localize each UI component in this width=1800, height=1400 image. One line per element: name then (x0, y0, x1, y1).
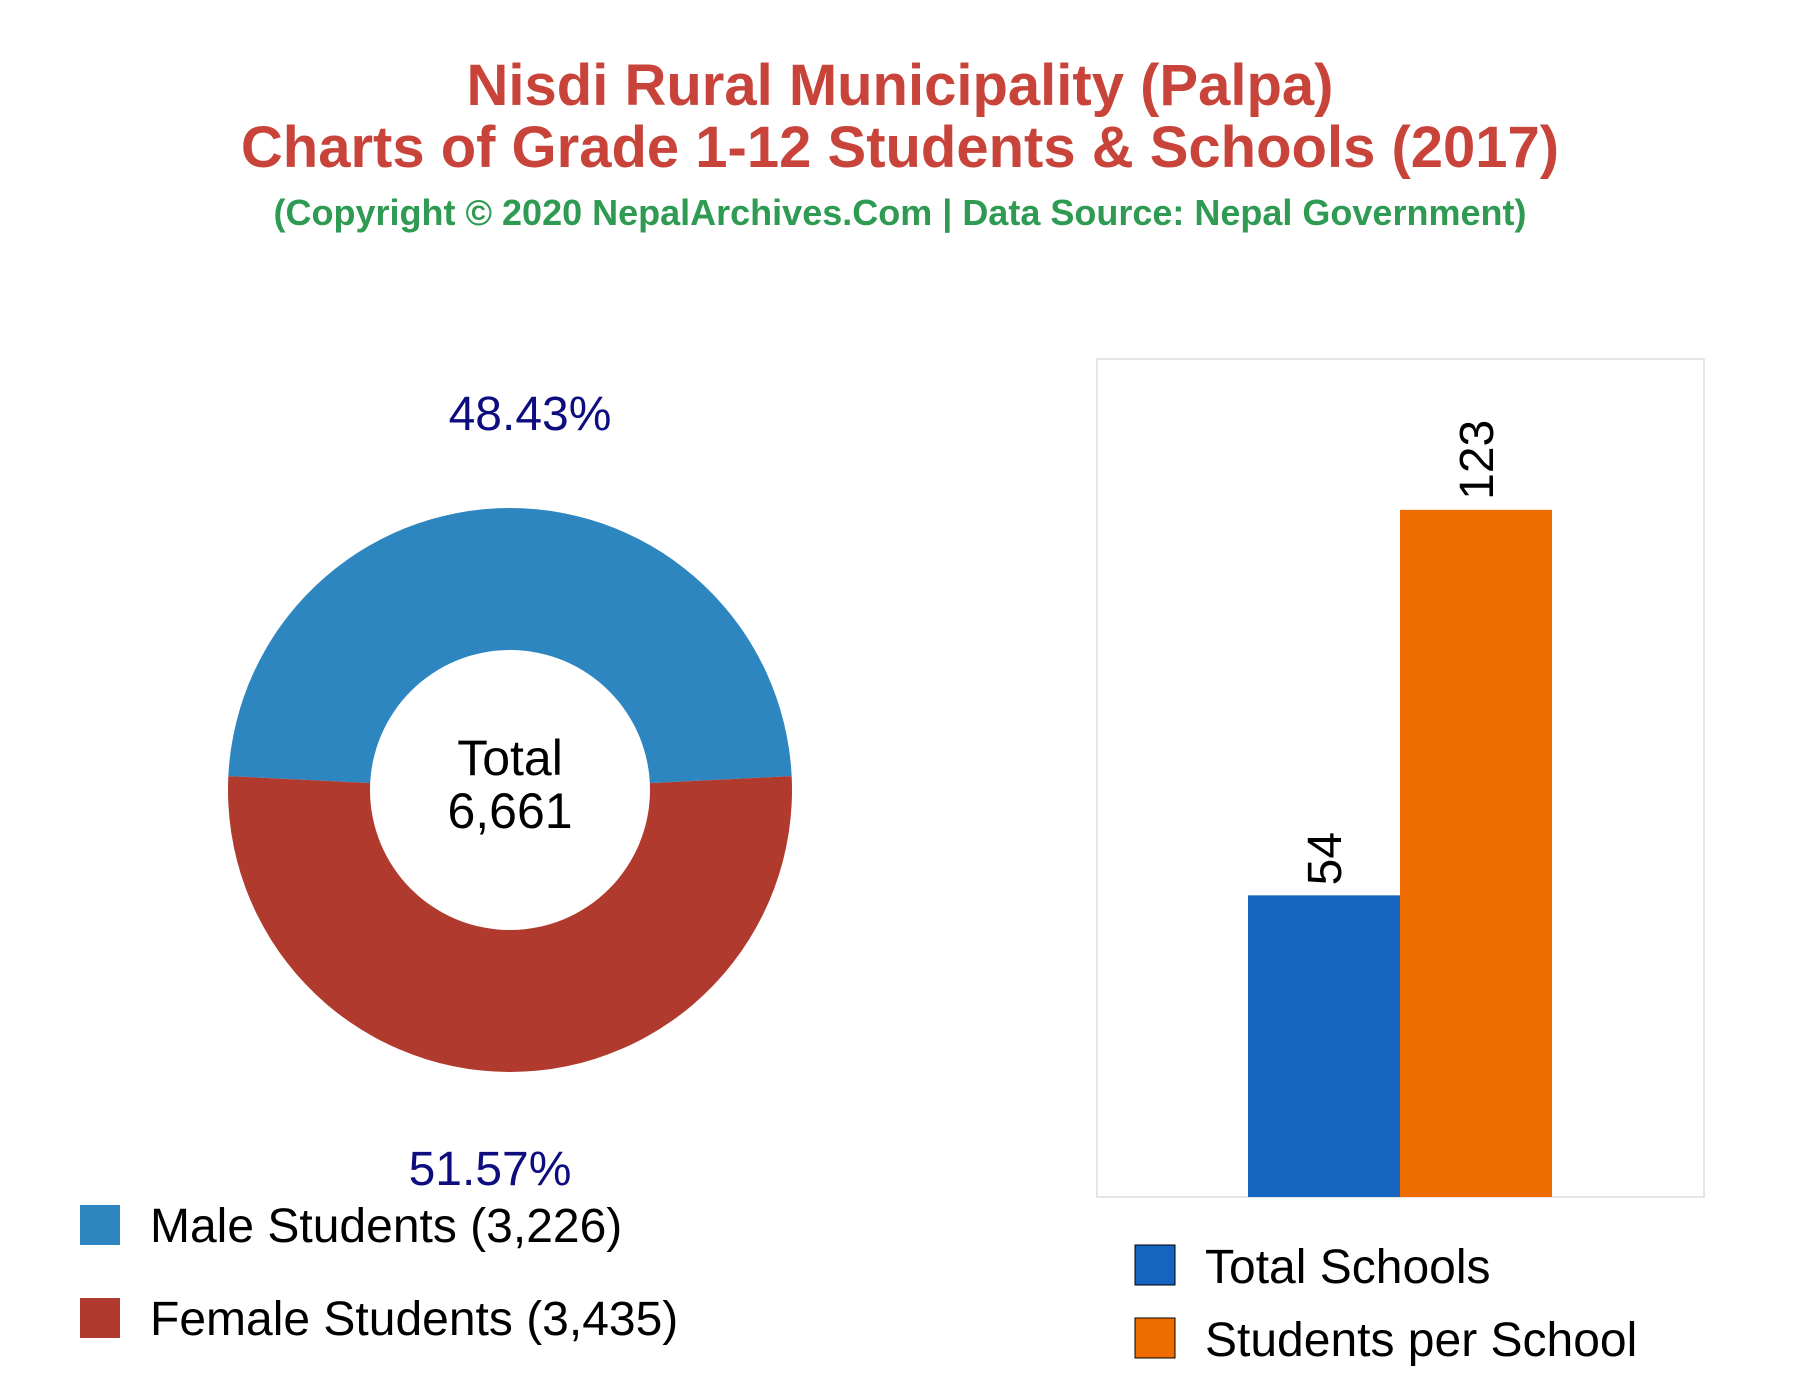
chart-header: Nisdi Rural Municipality (Palpa) Charts … (0, 0, 1800, 233)
title-line-2: Charts of Grade 1-12 Students & Schools … (240, 115, 1560, 180)
percent-label-male: 48.43% (449, 388, 612, 441)
legend-label-total-schools: Total Schools (1205, 1241, 1491, 1294)
bar-value-label-students-per-school: 123 (1451, 420, 1504, 500)
legend-swatch-students-per-school (1134, 1317, 1176, 1359)
legend-label-male: Male Students (3,226) (150, 1200, 622, 1253)
donut-center-label: Total (457, 730, 563, 786)
copyright-subtitle: (Copyright © 2020 NepalArchives.Com | Da… (273, 192, 1527, 233)
legend-swatch-female (80, 1298, 120, 1338)
bar-legend: Total Schools Students per School (1134, 1241, 1637, 1367)
title-line-1: Nisdi Rural Municipality (Palpa) (466, 53, 1334, 118)
bar-total-schools (1248, 895, 1400, 1197)
legend-swatch-total-schools (1134, 1244, 1176, 1286)
donut-chart: 48.43% 51.57% Total 6,661 (227, 388, 793, 1196)
bar-value-label-total-schools: 54 (1299, 832, 1352, 885)
donut-center-value: 6,661 (447, 783, 572, 839)
donut-legend: Male Students (3,226) Female Students (3… (80, 1200, 678, 1346)
bar-chart: 54 123 (1096, 358, 1705, 1198)
bar-students-per-school (1400, 509, 1552, 1198)
percent-label-female: 51.57% (409, 1143, 572, 1196)
donut-slice-male (228, 508, 792, 790)
legend-label-students-per-school: Students per School (1205, 1314, 1637, 1367)
legend-label-female: Female Students (3,435) (150, 1293, 678, 1346)
donut-hole (370, 650, 650, 930)
legend-swatch-male (80, 1205, 120, 1245)
